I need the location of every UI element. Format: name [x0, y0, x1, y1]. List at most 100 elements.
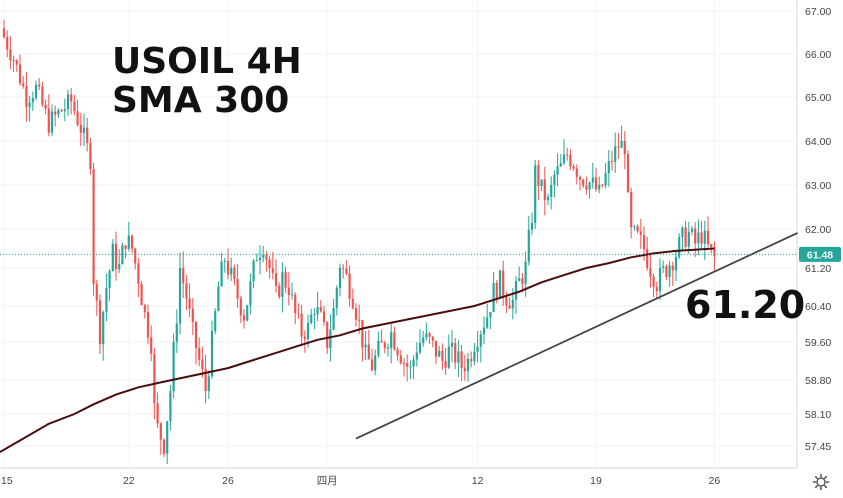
price-tick-label: 64.00 — [805, 136, 831, 148]
candle-body — [620, 140, 623, 148]
candle-body — [153, 353, 156, 404]
candle-body — [9, 49, 12, 61]
candle-body — [140, 283, 143, 306]
candle-body — [514, 281, 518, 300]
candle-body — [604, 173, 607, 186]
candle-body — [127, 235, 130, 249]
candle-body — [265, 255, 268, 260]
candle-body — [31, 97, 34, 103]
candle-body — [124, 245, 127, 249]
candle-body — [316, 307, 319, 315]
candle-body — [182, 268, 185, 284]
candle-body — [402, 363, 406, 365]
candle-body — [354, 308, 358, 320]
candle-body — [521, 278, 524, 284]
candle-body — [159, 423, 162, 440]
candle-body — [482, 327, 486, 335]
candle-body — [361, 320, 364, 348]
candle-body — [34, 84, 38, 98]
chart-title-line1: USOIL 4H — [112, 41, 302, 82]
candle-body — [447, 346, 450, 368]
candle-body — [370, 359, 374, 371]
candle-body — [220, 261, 223, 287]
price-annotation: 61.20 — [685, 283, 805, 327]
candle-body — [610, 161, 614, 163]
support-trendline — [355, 232, 798, 440]
candle-body — [268, 259, 271, 269]
candle-body — [134, 248, 137, 264]
candle-body — [591, 177, 594, 183]
candle-body — [540, 179, 543, 187]
candle-body — [137, 263, 140, 284]
candle-body — [284, 272, 287, 288]
price-tick-label: 58.80 — [805, 375, 831, 387]
candle-body — [169, 391, 172, 422]
candle-body — [479, 334, 482, 347]
candle-body — [41, 86, 44, 105]
candle-body — [230, 267, 233, 275]
candle-body — [143, 305, 146, 313]
candle-body — [665, 266, 668, 277]
candle-body — [646, 249, 649, 269]
candle-body — [111, 243, 114, 272]
candle-body — [700, 232, 703, 244]
candle-body — [518, 278, 521, 282]
candle-body — [313, 314, 316, 316]
candle-body — [614, 146, 617, 162]
candle-body — [82, 127, 86, 133]
candle-body — [92, 169, 95, 285]
candle-body — [534, 165, 537, 223]
candle-body — [687, 231, 690, 247]
candle-body — [79, 124, 82, 133]
candle-body — [399, 355, 402, 364]
candle-body — [441, 350, 444, 362]
candle-body — [633, 226, 636, 228]
candle-body — [393, 332, 396, 350]
candle-body — [121, 245, 124, 265]
price-tick-label: 59.60 — [805, 337, 831, 349]
settings-gear-icon[interactable] — [812, 473, 830, 491]
candle-body — [434, 340, 438, 357]
candle-body — [524, 261, 527, 284]
candle-body — [476, 346, 479, 352]
candle-body — [223, 260, 226, 262]
candle-body — [550, 184, 553, 197]
candle-body — [342, 267, 345, 269]
candle-body — [489, 311, 492, 318]
candle-body — [386, 347, 390, 349]
candle-body — [166, 421, 169, 454]
candle-body — [294, 294, 297, 314]
candle-body — [262, 255, 265, 258]
candle-body — [38, 84, 41, 87]
candle-body — [89, 142, 92, 170]
candle-body — [508, 305, 511, 309]
candle-body — [383, 342, 386, 349]
candle-body — [422, 337, 425, 343]
candle-body — [639, 231, 642, 236]
time-tick-label: 12 — [472, 475, 484, 487]
candle-body — [348, 273, 351, 299]
candle-body — [204, 369, 207, 392]
price-axis: 67.00 66.00 65.00 64.00 63.00 62.00 61.20 60.40… — [805, 6, 831, 453]
candle-body — [684, 227, 687, 247]
time-tick-label: 22 — [123, 475, 135, 487]
candle-body — [210, 330, 214, 377]
candle-body — [655, 286, 658, 292]
candle-body — [364, 344, 367, 348]
candle-body — [713, 247, 716, 257]
candle-body — [617, 146, 620, 148]
candle-body — [530, 222, 534, 230]
candle-body — [553, 174, 556, 185]
candle-body — [502, 270, 505, 296]
candle-body — [425, 333, 428, 338]
candle-body — [678, 236, 681, 257]
candle-body — [338, 267, 342, 288]
candle-body — [396, 349, 399, 356]
price-tick-label: 67.00 — [805, 6, 831, 18]
candle-body — [706, 230, 710, 245]
candle-body — [95, 284, 98, 301]
candle-body — [28, 102, 31, 107]
candle-body — [492, 282, 495, 312]
candle-body — [578, 176, 582, 180]
candle-body — [332, 307, 335, 330]
